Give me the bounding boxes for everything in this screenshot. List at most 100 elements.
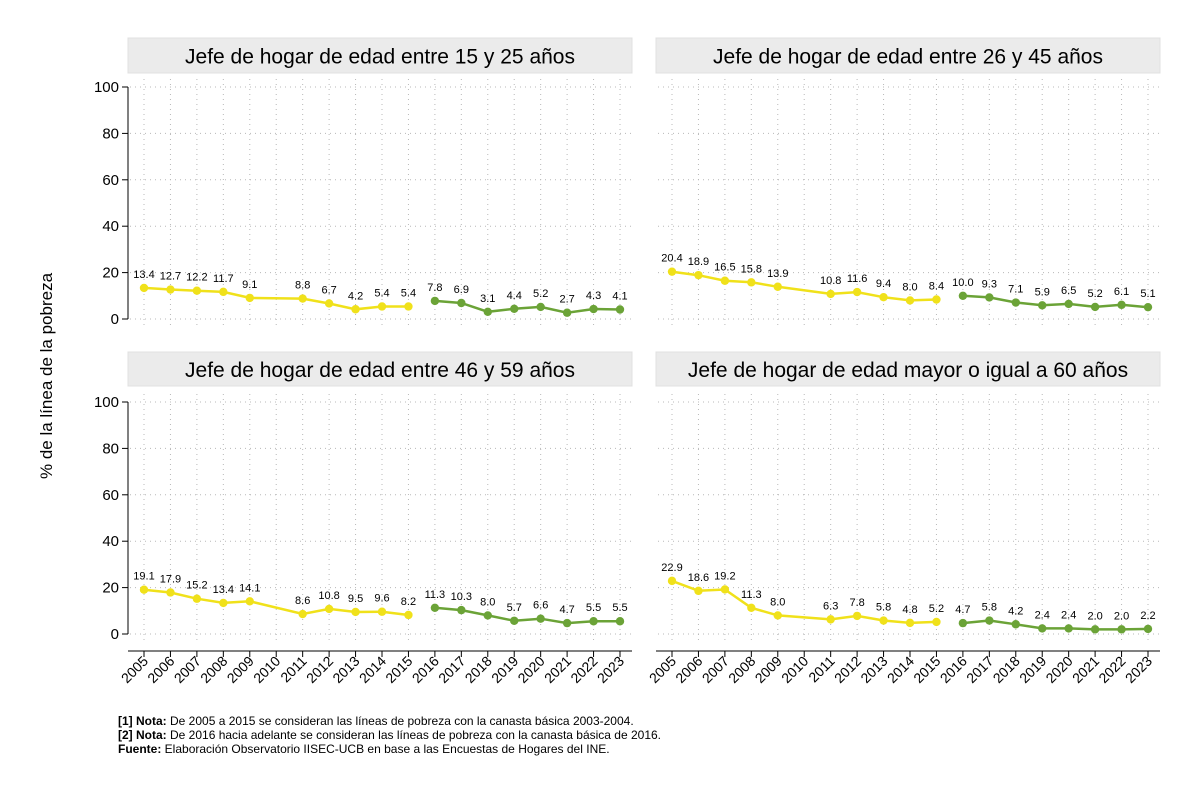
data-point — [932, 617, 941, 627]
data-point — [192, 286, 202, 295]
data-point — [404, 610, 413, 620]
data-point — [1064, 624, 1073, 633]
data-point — [457, 298, 466, 308]
x-tick-label: 2005 — [118, 653, 151, 686]
data-label: 14.1 — [239, 582, 260, 594]
data-point — [905, 618, 915, 628]
data-label: 15.8 — [741, 263, 762, 275]
data-point — [667, 267, 677, 276]
y-tick-label: 20 — [102, 265, 119, 282]
data-point — [1143, 624, 1153, 634]
data-label: 19.2 — [714, 570, 735, 582]
data-point — [536, 614, 545, 623]
data-label: 2.0 — [1114, 610, 1129, 622]
x-tick-label: 2022 — [567, 653, 600, 686]
data-point — [351, 607, 360, 617]
x-tick-label: 2017 — [963, 653, 996, 686]
data-label: 5.4 — [374, 287, 389, 299]
data-point — [1090, 302, 1100, 312]
data-label: 6.5 — [1061, 285, 1076, 297]
x-tick-label: 2009 — [224, 653, 257, 686]
data-label: 10.8 — [820, 275, 841, 287]
data-label: 7.8 — [849, 597, 864, 609]
x-tick-label: 2007 — [699, 653, 732, 686]
data-point — [1038, 624, 1047, 633]
data-point — [219, 287, 228, 297]
data-point — [985, 293, 994, 302]
data-point — [298, 609, 307, 619]
data-label: 6.6 — [533, 600, 548, 612]
data-point — [773, 611, 782, 620]
x-tick-label: 2013 — [329, 653, 362, 686]
x-tick-label: 2014 — [884, 653, 917, 686]
panel-title: Jefe de hogar de edad entre 46 y 59 años — [185, 359, 575, 382]
y-tick-label: 100 — [94, 394, 119, 411]
data-label: 9.4 — [876, 278, 891, 290]
data-label: 4.3 — [586, 290, 601, 302]
data-point — [1038, 301, 1047, 310]
x-tick-label: 2006 — [144, 653, 177, 686]
data-point — [510, 304, 519, 313]
y-tick-label: 0 — [111, 626, 119, 643]
data-point — [139, 585, 149, 594]
x-tick-label: 2016 — [409, 653, 442, 686]
data-point — [430, 603, 440, 612]
data-label: 5.1 — [1140, 288, 1155, 300]
x-tick-label: 2006 — [672, 653, 705, 686]
data-label: 2.4 — [1061, 609, 1076, 621]
x-tick-label: 2007 — [171, 653, 204, 686]
x-tick-label: 2022 — [1095, 653, 1128, 686]
data-label: 10.8 — [318, 590, 339, 602]
data-point — [985, 616, 994, 625]
note-1: [1] Nota: De 2005 a 2015 se consideran l… — [118, 714, 634, 728]
data-label: 19.1 — [133, 571, 154, 583]
data-label: 5.4 — [401, 287, 416, 299]
data-point — [694, 270, 703, 280]
footnotes: [1] Nota: De 2005 a 2015 se consideran l… — [118, 714, 661, 756]
x-tick-label: 2018 — [462, 653, 495, 686]
x-tick-label: 2020 — [514, 653, 547, 686]
data-point — [245, 293, 254, 303]
data-label: 3.1 — [480, 293, 495, 305]
data-label: 2.7 — [559, 294, 574, 306]
data-label: 4.2 — [1008, 605, 1023, 617]
data-point — [615, 305, 625, 314]
x-tick-label: 2018 — [990, 653, 1023, 686]
panel-3: Jefe de hogar de edad entre 46 y 59 años… — [94, 351, 633, 686]
y-tick-label: 60 — [102, 487, 119, 504]
panel-title: Jefe de hogar de edad mayor o igual a 60… — [688, 359, 1128, 382]
data-point — [852, 287, 862, 297]
x-tick-label: 2020 — [1042, 653, 1075, 686]
data-point — [694, 586, 703, 596]
data-label: 5.7 — [507, 602, 522, 614]
y-axis-label: % de la línea de la pobreza — [37, 272, 56, 479]
x-tick-label: 2011 — [805, 653, 838, 686]
data-label: 4.4 — [507, 290, 522, 302]
data-label: 6.1 — [1114, 286, 1129, 298]
data-point — [747, 278, 756, 287]
chart-panels: Jefe de hogar de edad entre 15 y 25 años… — [94, 37, 1161, 686]
data-point — [536, 302, 545, 312]
data-point — [826, 289, 835, 299]
x-tick-label: 2019 — [1016, 653, 1049, 686]
series-line-1 — [671, 270, 937, 302]
data-label: 8.4 — [929, 281, 944, 293]
panel-2: Jefe de hogar de edad entre 26 y 45 años… — [655, 37, 1161, 325]
x-tick-label: 2023 — [594, 653, 627, 686]
data-point — [298, 294, 307, 303]
x-tick-label: 2016 — [937, 653, 970, 686]
data-point — [324, 604, 334, 614]
data-label: 11.3 — [425, 589, 446, 601]
series-line-1 — [143, 286, 409, 311]
data-label: 18.9 — [688, 256, 709, 268]
data-label: 8.0 — [902, 281, 917, 293]
series-line-2 — [962, 619, 1149, 631]
data-label: 6.3 — [823, 600, 838, 612]
data-point — [720, 585, 730, 594]
data-label: 11.6 — [847, 273, 868, 285]
data-point — [1090, 625, 1100, 634]
data-label: 16.5 — [714, 262, 735, 274]
x-tick-label: 2015 — [382, 653, 415, 686]
data-label: 4.8 — [902, 604, 917, 616]
